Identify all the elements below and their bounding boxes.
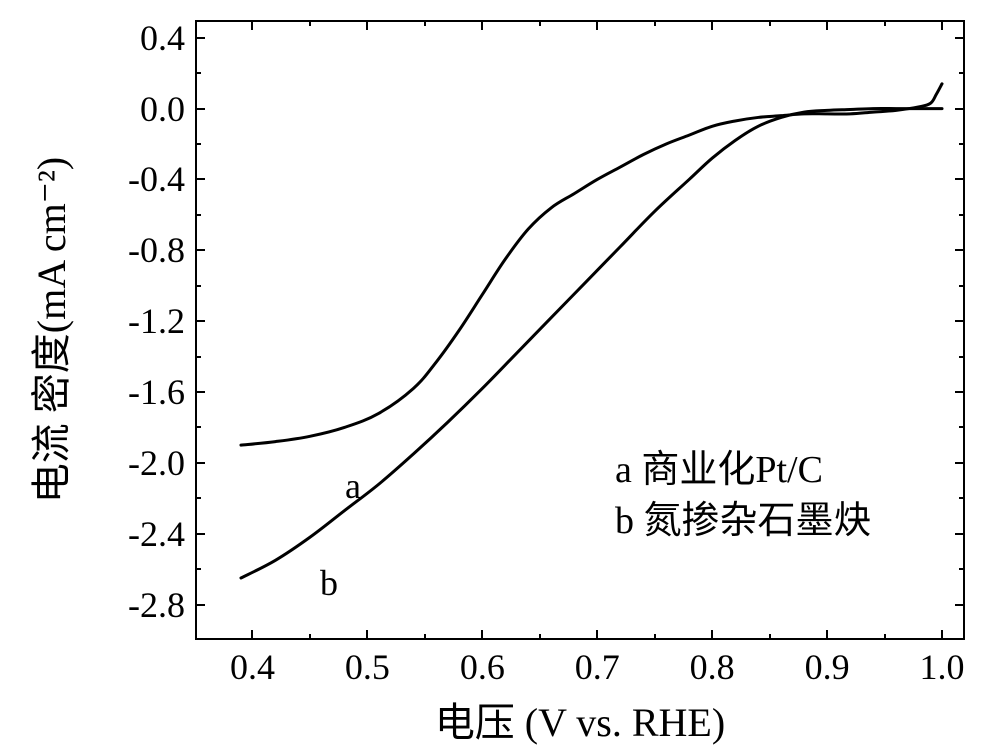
y-minor-tick	[959, 72, 965, 74]
x-minor-tick	[769, 20, 771, 26]
x-tick	[826, 630, 828, 640]
y-tick	[195, 108, 205, 110]
x-minor-tick	[539, 634, 541, 640]
x-axis-label: 电压 (V vs. RHE)	[435, 690, 725, 748]
y-tick	[955, 462, 965, 464]
x-tick	[366, 630, 368, 640]
y-tick-label: -0.4	[128, 158, 185, 200]
y-tick-label: -1.2	[128, 300, 185, 342]
y-tick	[195, 320, 205, 322]
x-tick-label: 0.9	[805, 646, 850, 688]
series-label-a: a	[345, 465, 361, 507]
y-tick-label: 0.0	[140, 88, 185, 130]
y-tick	[195, 462, 205, 464]
x-tick	[481, 630, 483, 640]
legend-item: b 氮掺杂石墨炔	[615, 496, 872, 547]
y-tick	[195, 249, 205, 251]
y-tick	[195, 178, 205, 180]
y-tick	[955, 108, 965, 110]
y-axis-label: 电流 密度(mA cm⁻²)	[19, 157, 77, 503]
x-minor-tick	[654, 634, 656, 640]
x-tick	[826, 20, 828, 30]
y-minor-tick	[195, 143, 201, 145]
y-tick	[195, 391, 205, 393]
legend-item: a 商业化Pt/C	[615, 445, 872, 496]
x-tick-label: 0.5	[345, 646, 390, 688]
x-minor-tick	[884, 634, 886, 640]
y-minor-tick	[959, 143, 965, 145]
y-minor-tick	[959, 426, 965, 428]
y-tick-label: -1.6	[128, 371, 185, 413]
y-minor-tick	[959, 285, 965, 287]
y-minor-tick	[195, 214, 201, 216]
x-minor-tick	[309, 634, 311, 640]
y-tick	[955, 178, 965, 180]
y-tick-label: -2.0	[128, 442, 185, 484]
x-tick	[596, 20, 598, 30]
x-tick	[366, 20, 368, 30]
y-minor-tick	[959, 568, 965, 570]
y-tick	[955, 391, 965, 393]
y-tick-label: 0.4	[140, 17, 185, 59]
x-minor-tick	[424, 634, 426, 640]
y-tick	[955, 533, 965, 535]
y-tick-label: -2.8	[128, 584, 185, 626]
y-minor-tick	[959, 356, 965, 358]
x-tick-label: 0.4	[230, 646, 275, 688]
y-tick	[195, 37, 205, 39]
x-tick	[941, 20, 943, 30]
y-tick	[195, 604, 205, 606]
y-tick-label: -0.8	[128, 229, 185, 271]
x-minor-tick	[769, 634, 771, 640]
series-a	[241, 84, 942, 445]
y-tick	[195, 533, 205, 535]
series-label-b: b	[320, 562, 338, 604]
x-tick	[711, 20, 713, 30]
x-tick-label: 0.8	[690, 646, 735, 688]
y-minor-tick	[959, 497, 965, 499]
x-tick	[596, 630, 598, 640]
y-tick-label: -2.4	[128, 513, 185, 555]
x-tick	[481, 20, 483, 30]
y-minor-tick	[195, 285, 201, 287]
y-minor-tick	[195, 356, 201, 358]
y-minor-tick	[959, 214, 965, 216]
y-tick	[955, 320, 965, 322]
y-tick	[955, 249, 965, 251]
y-tick	[955, 604, 965, 606]
y-minor-tick	[195, 497, 201, 499]
y-minor-tick	[195, 426, 201, 428]
y-tick	[955, 37, 965, 39]
y-minor-tick	[195, 568, 201, 570]
x-tick	[251, 630, 253, 640]
x-tick-label: 0.7	[575, 646, 620, 688]
legend: a 商业化Pt/Cb 氮掺杂石墨炔	[615, 445, 872, 548]
x-minor-tick	[424, 20, 426, 26]
x-tick	[711, 630, 713, 640]
x-minor-tick	[539, 20, 541, 26]
x-minor-tick	[884, 20, 886, 26]
x-tick-label: 1.0	[920, 646, 965, 688]
y-minor-tick	[195, 72, 201, 74]
x-tick-label: 0.6	[460, 646, 505, 688]
chart-container: 电流 密度(mA cm⁻²) 电压 (V vs. RHE) a 商业化Pt/Cb…	[0, 0, 1000, 745]
x-minor-tick	[654, 20, 656, 26]
x-tick	[251, 20, 253, 30]
x-minor-tick	[309, 20, 311, 26]
x-tick	[941, 630, 943, 640]
